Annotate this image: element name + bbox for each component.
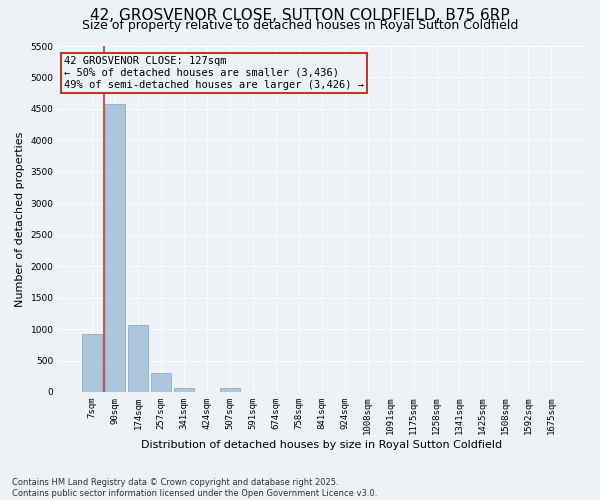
Bar: [128, 324, 148, 392]
Text: 42, GROSVENOR CLOSE, SUTTON COLDFIELD, B75 6RP: 42, GROSVENOR CLOSE, SUTTON COLDFIELD, B…: [90, 8, 510, 22]
Bar: [174, 388, 194, 392]
Bar: [106, 104, 125, 392]
Text: 42 GROSVENOR CLOSE: 127sqm
← 50% of detached houses are smaller (3,436)
49% of s: 42 GROSVENOR CLOSE: 127sqm ← 50% of deta…: [64, 56, 364, 90]
Y-axis label: Number of detached properties: Number of detached properties: [15, 132, 25, 306]
Bar: [82, 334, 102, 392]
Text: Size of property relative to detached houses in Royal Sutton Coldfield: Size of property relative to detached ho…: [82, 18, 518, 32]
X-axis label: Distribution of detached houses by size in Royal Sutton Coldfield: Distribution of detached houses by size …: [141, 440, 502, 450]
Bar: [220, 388, 239, 392]
Bar: [151, 373, 171, 392]
Text: Contains HM Land Registry data © Crown copyright and database right 2025.
Contai: Contains HM Land Registry data © Crown c…: [12, 478, 377, 498]
